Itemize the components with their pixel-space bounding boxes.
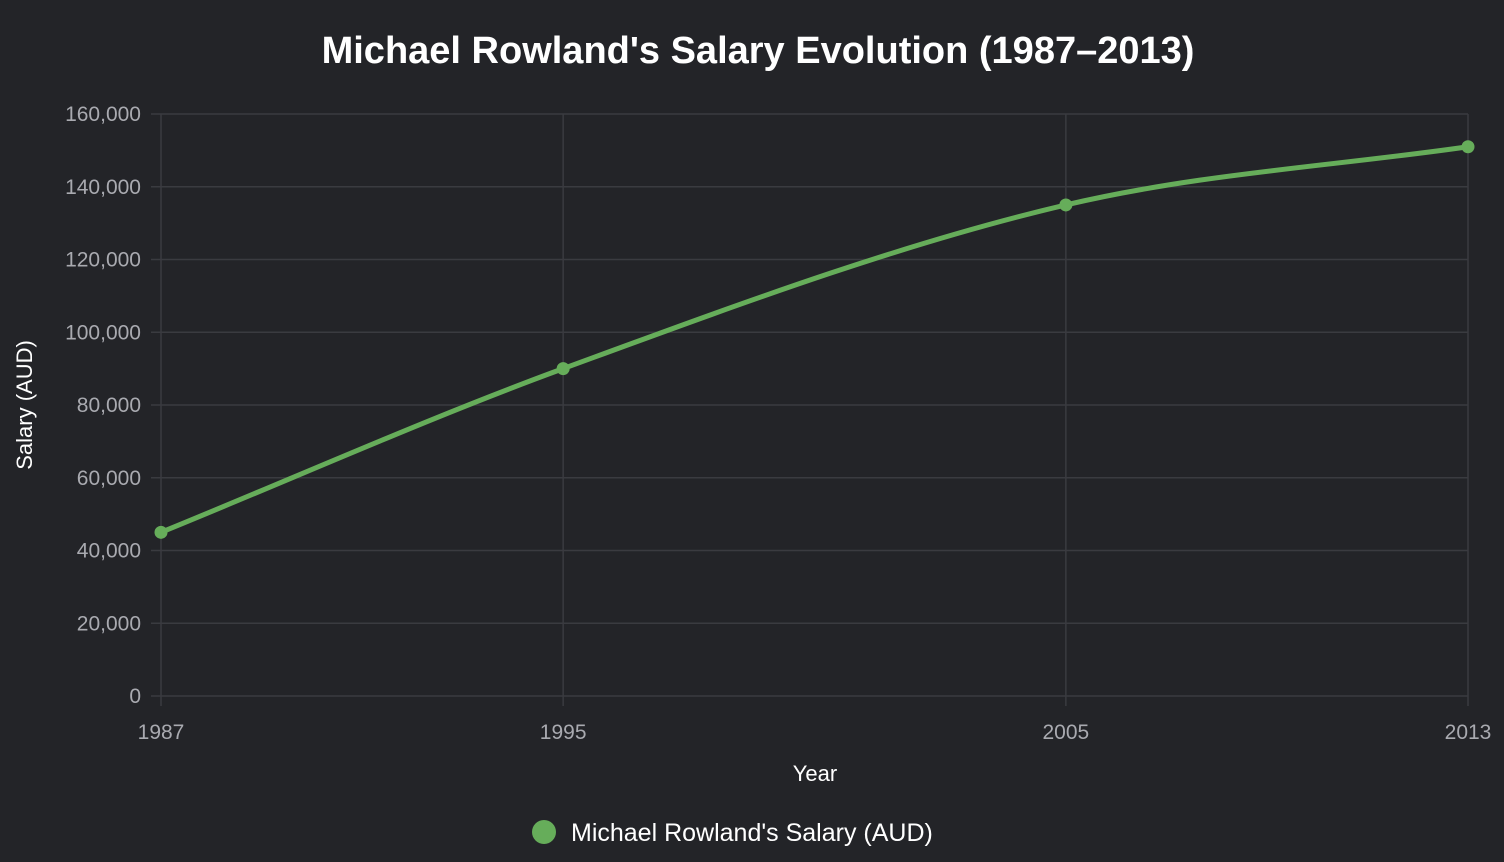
data-point (556, 362, 570, 376)
y-axis-title: Salary (AUD) (12, 340, 37, 470)
legend-marker (532, 820, 556, 844)
y-tick-label: 160,000 (65, 103, 141, 126)
x-tick-label: 1987 (138, 721, 185, 744)
x-tick-label: 2013 (1445, 721, 1492, 744)
x-axis-title: Year (793, 761, 837, 786)
y-tick-label: 0 (129, 685, 141, 708)
series-layer (154, 140, 1475, 539)
legend[interactable]: Michael Rowland's Salary (AUD) (532, 819, 933, 847)
y-tick-label: 120,000 (65, 249, 141, 272)
legend-label: Michael Rowland's Salary (AUD) (571, 819, 933, 847)
y-tick-label: 140,000 (65, 176, 141, 199)
data-point (154, 525, 168, 539)
y-tick-label: 40,000 (77, 540, 141, 563)
y-tick-label: 100,000 (65, 321, 141, 344)
series-line (158, 144, 1471, 535)
data-point (1059, 198, 1073, 212)
y-tick-label: 80,000 (77, 394, 141, 417)
chart-title: Michael Rowland's Salary Evolution (1987… (322, 30, 1195, 72)
x-tick-label: 2005 (1042, 721, 1089, 744)
y-axis-ticks: 0 20,000 40,000 60,000 80,000 100,000 120,000 1… (65, 103, 161, 708)
data-point (1461, 140, 1475, 154)
x-axis-ticks: 1987 1995 2005 2013 (138, 721, 1492, 744)
grid (160, 113, 1469, 706)
y-tick-label: 20,000 (77, 612, 141, 635)
x-tick-label: 1995 (540, 721, 587, 744)
y-tick-label: 60,000 (77, 467, 141, 490)
